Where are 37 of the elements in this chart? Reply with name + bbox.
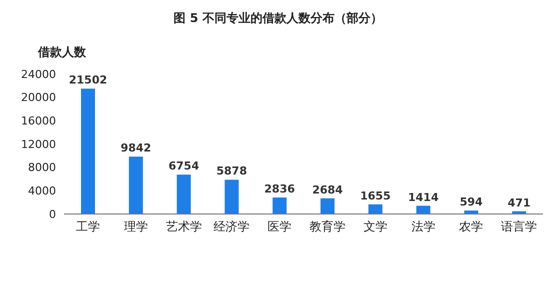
x-tick-label: 文学	[363, 220, 388, 234]
y-axis-title: 借款人数	[38, 44, 86, 61]
y-tick-label: 16000	[21, 114, 56, 128]
y-tick-label: 20000	[21, 91, 56, 104]
data-label: 1655	[360, 189, 391, 202]
y-tick-label: 12000	[21, 138, 56, 151]
x-tick-label: 理学	[124, 220, 148, 234]
x-tick-label: 工学	[76, 220, 100, 234]
x-tick-label: 艺术学	[166, 220, 202, 234]
y-tick-label: 24000	[21, 68, 56, 81]
x-tick-label: 教育学	[309, 220, 346, 234]
data-label: 9842	[120, 142, 152, 155]
data-label: 1414	[408, 190, 439, 204]
bar	[224, 180, 239, 214]
data-label: 2836	[264, 182, 296, 196]
x-tick-label: 经济学	[214, 220, 250, 234]
data-label: 594	[460, 196, 484, 209]
x-tick-label: 语言学	[501, 220, 538, 234]
data-label: 21502	[68, 74, 108, 87]
x-tick-label: 医学	[268, 220, 292, 234]
bar	[368, 204, 382, 214]
data-label: 5878	[216, 164, 248, 178]
bar	[320, 198, 334, 214]
bar	[272, 197, 287, 214]
y-tick-label: 0	[49, 208, 56, 221]
bar	[416, 206, 430, 214]
x-tick-label: 农学	[459, 220, 484, 234]
bar	[128, 156, 143, 214]
chart-title: 图 5 不同专业的借款人数分布（部分）	[172, 10, 384, 27]
x-tick-label: 法学	[411, 220, 436, 234]
bar	[176, 174, 191, 214]
y-tick-label: 8000	[28, 161, 56, 174]
y-tick-label: 4000	[28, 184, 56, 198]
data-label: 6754	[168, 160, 200, 173]
data-label: 2684	[312, 183, 344, 196]
bar	[81, 88, 95, 214]
data-label: 471	[508, 196, 531, 210]
